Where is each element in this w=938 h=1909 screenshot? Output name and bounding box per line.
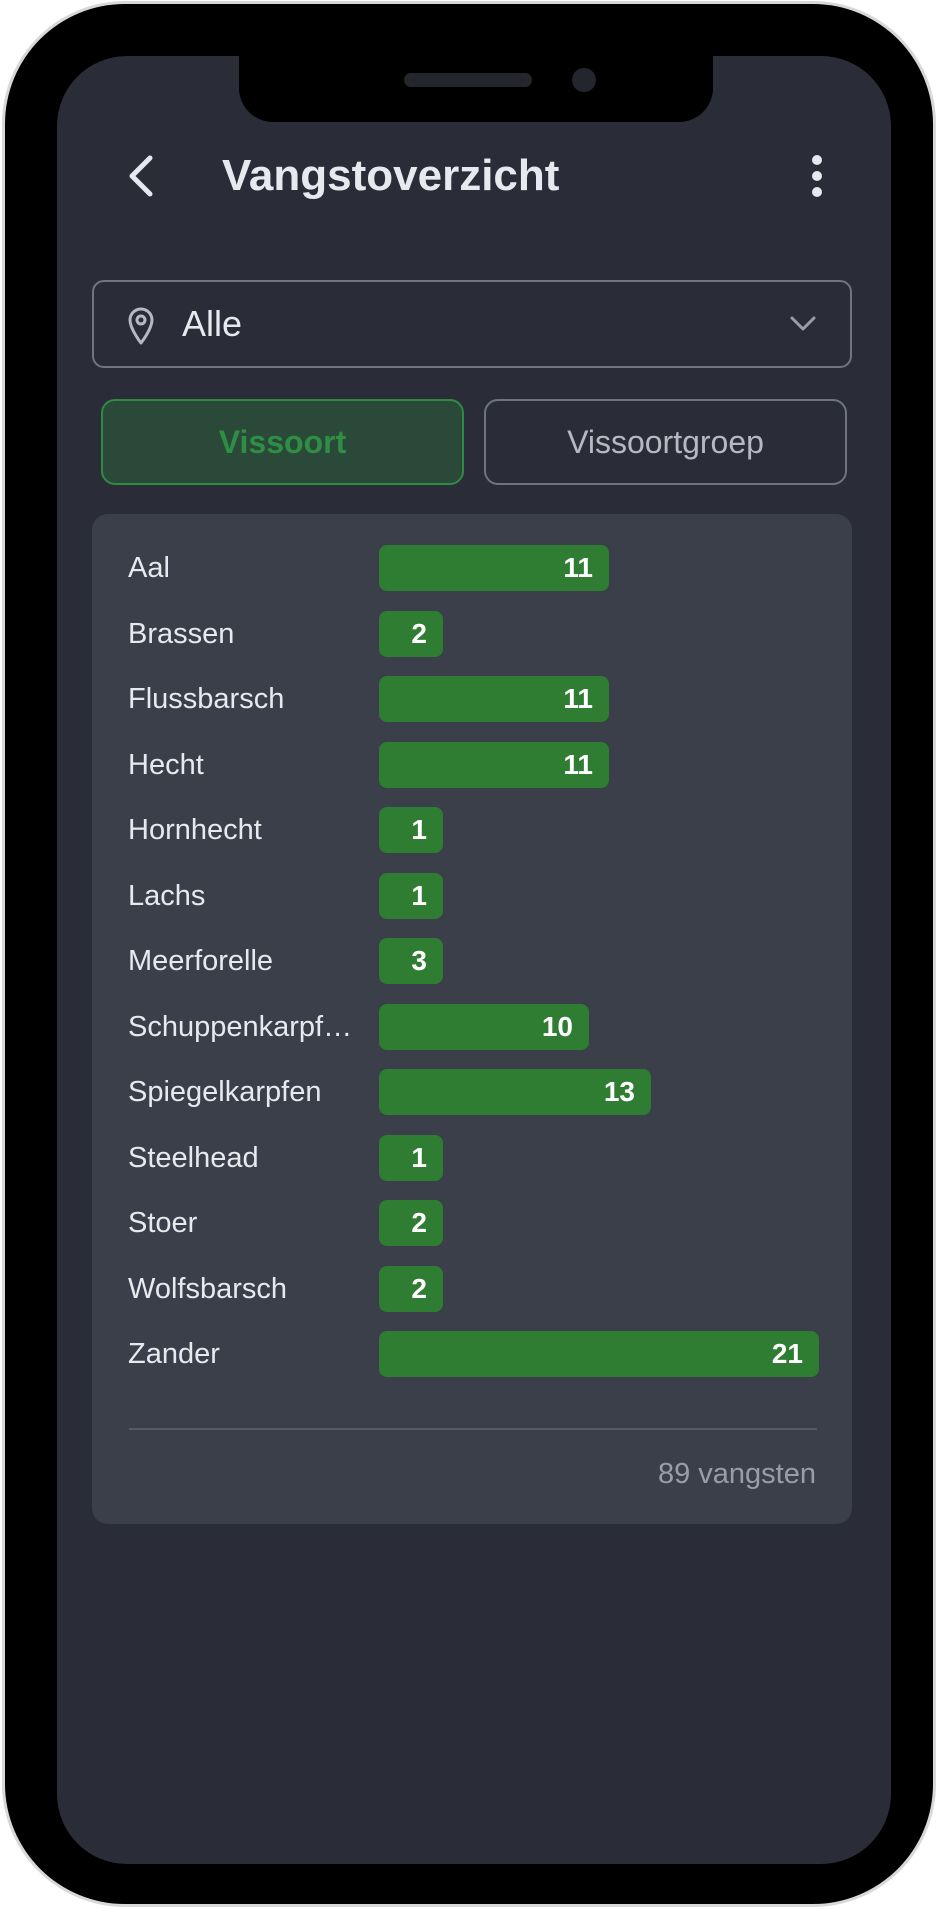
bar-row: Steelhead 1 [92,1134,852,1182]
bar: 11 [379,545,609,591]
bar: 11 [379,742,609,788]
page-title: Vangstoverzicht [222,151,560,200]
more-options-button[interactable] [797,144,837,208]
catch-stats-card: Aal 11 Brassen 2 Flussbarsch 11 Hecht 11 Hornhec… [92,514,852,1524]
bar-row: Meerforelle 3 [92,937,852,985]
location-dropdown[interactable]: Alle [92,280,852,368]
bar-label: Stoer [128,1207,198,1239]
bar: 13 [379,1069,651,1115]
bar-label: Hecht [128,749,204,781]
bar-row: Lachs 1 [92,872,852,920]
bar-row: Hornhecht 1 [92,806,852,854]
bar-row: Spiegelkarpfen 13 [92,1068,852,1116]
bar-row: Flussbarsch 11 [92,675,852,723]
bar: 3 [379,938,443,984]
total-catches: 89 vangsten [657,1458,816,1490]
location-value: Alle [182,303,243,344]
bar: 2 [379,611,443,657]
bar: 11 [379,676,609,722]
bar-row: Zander 21 [92,1330,852,1378]
bar-row: Wolfsbarsch 2 [92,1265,852,1313]
phone-frame: Vangstoverzicht Alle Vissoort Vissoortgr… [5,4,933,1904]
bar-row: Hecht 11 [92,741,852,789]
back-button[interactable] [117,144,165,208]
bar-label: Hornhecht [128,814,262,846]
more-vertical-icon [812,155,822,197]
bar-label: Flussbarsch [128,683,285,715]
tab-vissoort[interactable]: Vissoort [101,399,464,485]
app-screen: Vangstoverzicht Alle Vissoort Vissoortgr… [57,56,891,1864]
map-pin-icon [128,307,154,345]
bar-label: Brassen [128,618,235,650]
bar-label: Wolfsbarsch [128,1273,288,1305]
bar: 21 [379,1331,819,1377]
bar-label: Schuppenkarpf… [128,1011,353,1043]
bar-label: Steelhead [128,1142,259,1174]
bar: 1 [379,807,443,853]
tab-vissoortgroep[interactable]: Vissoortgroep [484,399,847,485]
bar: 10 [379,1004,589,1050]
front-camera [572,68,596,92]
bar-label: Aal [128,552,170,584]
bar: 1 [379,1135,443,1181]
notch [239,56,713,122]
bar: 1 [379,873,443,919]
bar-label: Zander [128,1338,220,1370]
bar-row: Brassen 2 [92,610,852,658]
bar-label: Lachs [128,880,206,912]
bar-row: Schuppenkarpf… 10 [92,1003,852,1051]
bar: 2 [379,1266,443,1312]
chevron-down-icon [790,316,816,331]
speaker [404,73,532,87]
bar-label: Meerforelle [128,945,274,977]
bar-row: Aal 11 [92,544,852,592]
chevron-left-icon [129,155,153,197]
bar: 2 [379,1200,443,1246]
bar-row: Stoer 2 [92,1199,852,1247]
bar-label: Spiegelkarpfen [128,1076,322,1108]
divider [129,1428,817,1430]
